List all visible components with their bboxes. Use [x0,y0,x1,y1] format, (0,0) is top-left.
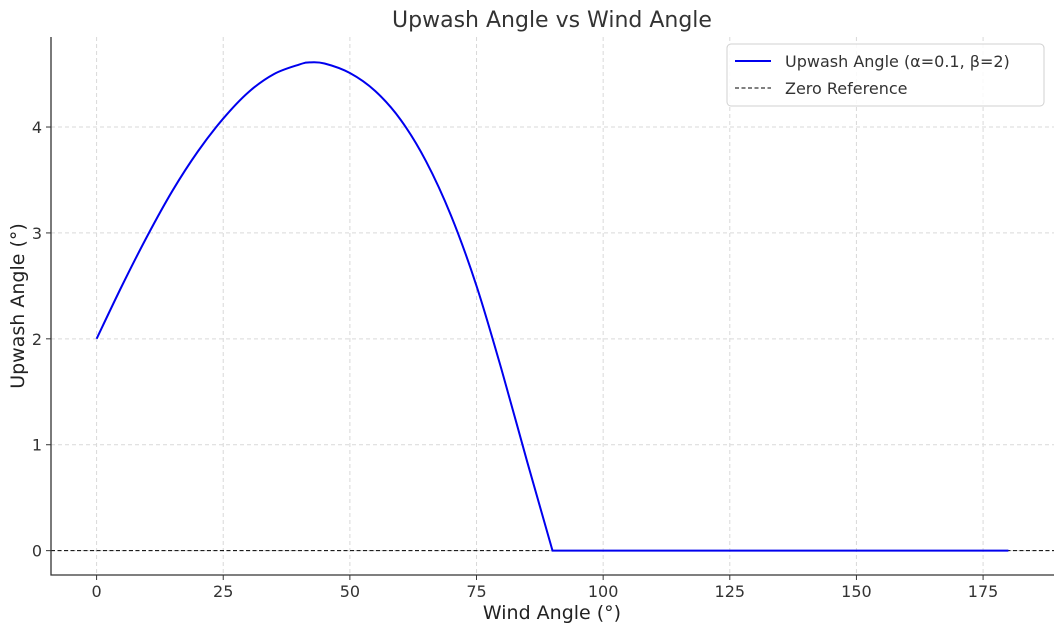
x-axis-label: Wind Angle (°) [483,602,621,624]
x-axis-ticks: 0 25 50 75 100 125 150 175 [91,575,998,601]
x-tick-label: 100 [588,582,619,601]
x-tick-label: 175 [968,582,999,601]
legend-box [726,43,1045,107]
x-tick-label: 50 [340,582,360,601]
x-tick-label: 150 [841,582,872,601]
upwash-angle-series [95,61,1009,552]
legend-label: Upwash Angle (α=0.1, β=2) [785,52,1010,71]
y-tick-label: 0 [32,542,42,561]
chart-title: Upwash Angle vs Wind Angle [392,8,712,33]
legend-label: Zero Reference [785,79,907,98]
y-axis-label: Upwash Angle (°) [7,223,29,389]
grid [51,37,1054,575]
y-axis-ticks: 0 1 2 3 4 [32,118,51,561]
y-tick-label: 2 [32,330,42,349]
axes-frame [50,37,1054,576]
y-tick-label: 3 [32,224,42,243]
legend: Upwash Angle (α=0.1, β=2) Zero Reference [726,43,1045,107]
x-tick-label: 0 [91,582,101,601]
x-tick-label: 125 [715,582,746,601]
y-tick-label: 4 [32,118,42,137]
x-tick-label: 75 [466,582,486,601]
series-layer [95,61,1009,552]
y-tick-label: 1 [32,436,42,455]
x-tick-label: 25 [213,582,233,601]
